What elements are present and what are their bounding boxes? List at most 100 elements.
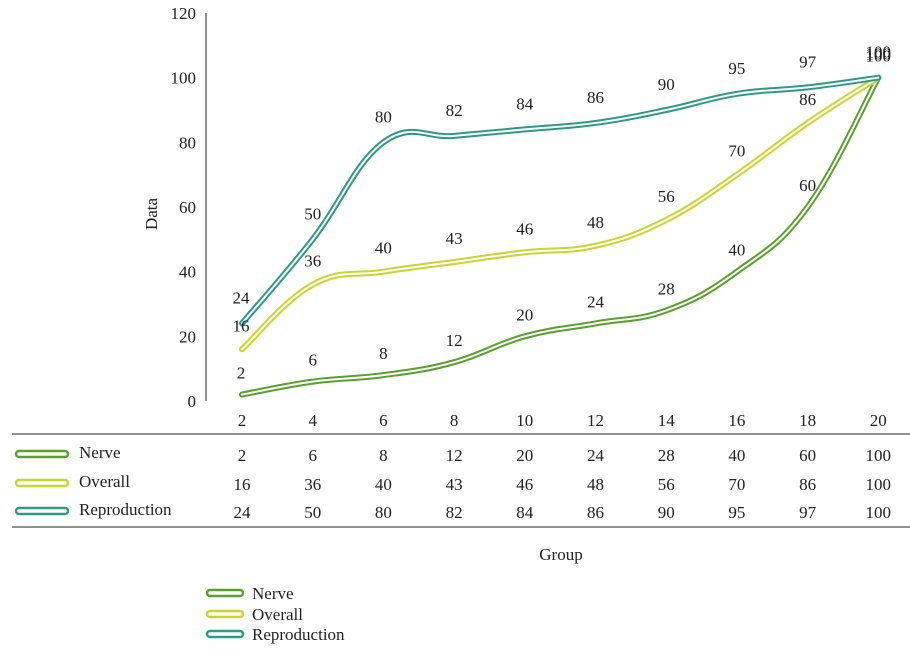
data-label-reproduction: 50: [304, 204, 321, 223]
data-label-overall: 86: [799, 90, 816, 109]
table-cell: 100: [866, 475, 892, 494]
legend-key-nerve: [205, 588, 245, 598]
x-tick-label: 6: [379, 411, 388, 430]
data-label-reproduction: 84: [516, 94, 534, 113]
data-label-reproduction: 24: [233, 288, 251, 307]
x-tick-label: 4: [308, 411, 317, 430]
legend-key-overall: [205, 609, 245, 619]
table-cell: 95: [728, 503, 745, 522]
legend-label: Overall: [252, 605, 303, 624]
x-tick-label: 20: [870, 411, 887, 430]
y-tick-label: 100: [171, 69, 197, 88]
table-cell: 43: [446, 475, 463, 494]
y-tick-label: 0: [188, 392, 197, 411]
data-label-nerve: 24: [587, 292, 605, 311]
table-legend-key-nerve: [14, 449, 70, 459]
table-cell: 46: [516, 475, 533, 494]
series-line-overall: [239, 74, 882, 353]
table-cell: 56: [658, 475, 675, 494]
y-axis: 0 20 40 60 80 100 120: [171, 4, 207, 411]
series-lines: [239, 74, 882, 398]
data-label-nerve: 8: [379, 344, 388, 363]
data-label-overall: 46: [516, 219, 533, 238]
x-tick-label: 8: [450, 411, 459, 430]
table-cell: 28: [658, 446, 675, 465]
x-axis-title: Group: [539, 545, 582, 564]
table-cell: 84: [516, 503, 534, 522]
data-label-nerve: 60: [799, 176, 816, 195]
x-tick-label: 14: [658, 411, 676, 430]
data-label-reproduction: 82: [446, 101, 463, 120]
data-label-overall: 100: [866, 45, 892, 64]
x-tick-label: 2: [238, 411, 247, 430]
table-cell: 24: [234, 503, 252, 522]
data-label-nerve: 20: [516, 305, 533, 324]
table-cell: 20: [516, 446, 533, 465]
table-cell: 8: [379, 446, 388, 465]
data-label-reproduction: 100: [866, 43, 892, 62]
data-label-nerve: 100: [866, 47, 892, 66]
table-cell: 70: [728, 475, 745, 494]
x-tick-label: 12: [587, 411, 604, 430]
table-cell: 100: [866, 503, 892, 522]
table-cell: 86: [799, 475, 816, 494]
data-label-overall: 70: [728, 142, 745, 161]
y-axis-title: Data: [142, 198, 161, 231]
data-label-overall: 40: [375, 239, 392, 258]
data-label-overall: 43: [446, 229, 463, 248]
x-tick-label: 18: [799, 411, 816, 430]
data-label-overall: 16: [233, 316, 250, 335]
table-cell: 48: [587, 475, 604, 494]
data-label-overall: 56: [658, 187, 675, 206]
table-cell: 60: [799, 446, 816, 465]
table-cell: 40: [375, 475, 392, 494]
table-cell: 24: [587, 446, 605, 465]
table-cell: 36: [304, 475, 321, 494]
table-cell: 97: [799, 503, 817, 522]
data-label-overall: 36: [304, 252, 321, 271]
y-tick-label: 120: [171, 4, 197, 23]
table-cell: 100: [866, 446, 892, 465]
table-cell: 86: [587, 503, 604, 522]
table-row-label: Nerve: [79, 443, 121, 462]
data-label-reproduction: 97: [799, 52, 817, 71]
table-cell: 16: [234, 475, 251, 494]
data-label-nerve: 2: [237, 364, 246, 383]
series-line-inner-reproduction: [241, 76, 880, 325]
table-cell: 6: [308, 446, 317, 465]
table-cell: 50: [304, 503, 321, 522]
table-cell: 90: [658, 503, 675, 522]
data-label-overall: 48: [587, 213, 604, 232]
table-cell: 82: [446, 503, 463, 522]
table-cell: 40: [728, 446, 745, 465]
table-legend-key-reproduction: [14, 506, 70, 516]
table-row-label: Overall: [79, 472, 130, 491]
data-label-reproduction: 90: [658, 75, 675, 94]
data-label-reproduction: 95: [728, 59, 745, 78]
y-tick-label: 20: [179, 327, 196, 346]
y-tick-label: 60: [179, 198, 196, 217]
series-line-inner-nerve: [241, 76, 880, 396]
table-cell: 80: [375, 503, 392, 522]
data-label-nerve: 40: [728, 241, 745, 260]
series-line-inner-overall: [241, 76, 880, 351]
x-tick-label: 16: [728, 411, 745, 430]
legend-label: Reproduction: [252, 625, 345, 644]
data-label-nerve: 12: [446, 331, 463, 350]
legend-label: Nerve: [252, 584, 294, 603]
y-tick-label: 80: [179, 133, 196, 152]
table-legend-key-overall: [14, 478, 70, 488]
data-label-reproduction: 80: [375, 107, 392, 126]
x-tick-label: 10: [516, 411, 533, 430]
table-cell: 12: [446, 446, 463, 465]
table-row-label: Reproduction: [79, 500, 172, 519]
y-tick-label: 40: [179, 263, 196, 282]
data-label-reproduction: 86: [587, 88, 604, 107]
data-label-nerve: 28: [658, 279, 675, 298]
legend-key-reproduction: [205, 629, 245, 639]
table-cell: 2: [238, 446, 247, 465]
